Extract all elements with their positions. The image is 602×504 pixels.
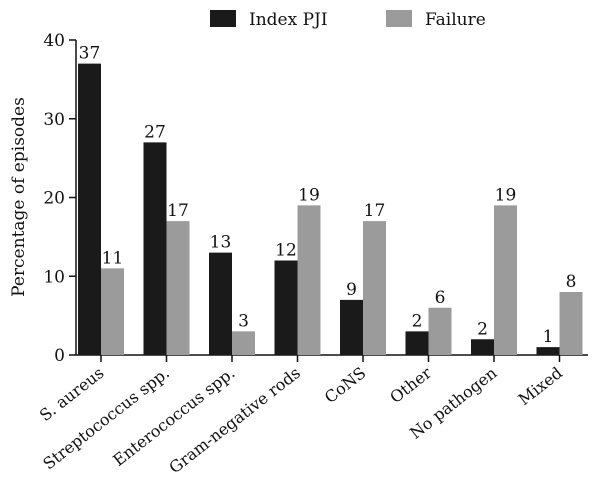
bar-index-pji-streptococcus-spp (143, 142, 167, 355)
value-label-failure-gram-negative-rods: 19 (298, 185, 320, 205)
bar-failure-gram-negative-rods (297, 205, 321, 355)
value-label-index-pji-s-aureus: 37 (79, 44, 101, 64)
value-label-failure-other: 6 (435, 288, 446, 308)
x-tick-label-mixed: Mixed (515, 363, 566, 409)
bar-index-pji-gram-negative-rods (274, 260, 298, 355)
value-label-index-pji-mixed: 1 (543, 327, 554, 347)
bar-index-pji-s-aureus (78, 63, 101, 355)
y-tick-label: 10 (43, 267, 65, 287)
bar-index-pji-no-pathogen (471, 339, 494, 355)
bar-failure-cons (363, 221, 386, 355)
x-tick-label-streptococcus-spp: Streptococcus spp. (39, 363, 173, 473)
bar-failure-enterococcus-spp (232, 331, 255, 355)
bar-failure-streptococcus-spp (166, 221, 190, 355)
bar-index-pji-enterococcus-spp (209, 252, 232, 355)
legend-swatch-index-pji (210, 10, 236, 27)
value-label-index-pji-streptococcus-spp: 27 (144, 122, 166, 142)
y-tick-label: 20 (43, 189, 65, 209)
value-label-failure-enterococcus-spp: 3 (238, 311, 249, 331)
bar-index-pji-other (405, 331, 429, 355)
bar-index-pji-mixed (536, 347, 560, 355)
value-label-index-pji-other: 2 (412, 311, 423, 331)
x-tick-label-cons: CoNS (321, 363, 370, 407)
legend-swatch-failure (386, 10, 412, 27)
bar-failure-no-pathogen (494, 205, 517, 355)
y-tick-label: 30 (43, 110, 65, 130)
value-label-index-pji-no-pathogen: 2 (477, 319, 488, 339)
value-label-failure-mixed: 8 (566, 272, 577, 292)
bar-failure-mixed (559, 292, 583, 355)
value-label-index-pji-gram-negative-rods: 12 (275, 241, 297, 261)
x-tick-label-other: Other (386, 363, 435, 407)
value-label-index-pji-enterococcus-spp: 13 (210, 233, 232, 253)
bar-failure-s-aureus (101, 268, 124, 355)
value-label-failure-streptococcus-spp: 17 (167, 201, 189, 221)
bar-failure-other (428, 307, 452, 355)
bar-index-pji-cons (340, 299, 363, 355)
value-label-index-pji-cons: 9 (346, 280, 357, 300)
y-tick-label: 40 (43, 31, 65, 51)
legend-label-failure: Failure (425, 10, 486, 30)
y-axis-title: Percentage of episodes (9, 97, 29, 297)
y-tick-label: 0 (54, 346, 65, 366)
legend: Index PJI Failure (210, 10, 486, 30)
value-label-failure-no-pathogen: 19 (495, 185, 517, 205)
value-label-failure-cons: 17 (364, 201, 386, 221)
x-tick-label-enterococcus-spp: Enterococcus spp. (109, 363, 238, 470)
legend-label-index-pji: Index PJI (249, 10, 328, 30)
value-label-failure-s-aureus: 11 (102, 248, 124, 268)
